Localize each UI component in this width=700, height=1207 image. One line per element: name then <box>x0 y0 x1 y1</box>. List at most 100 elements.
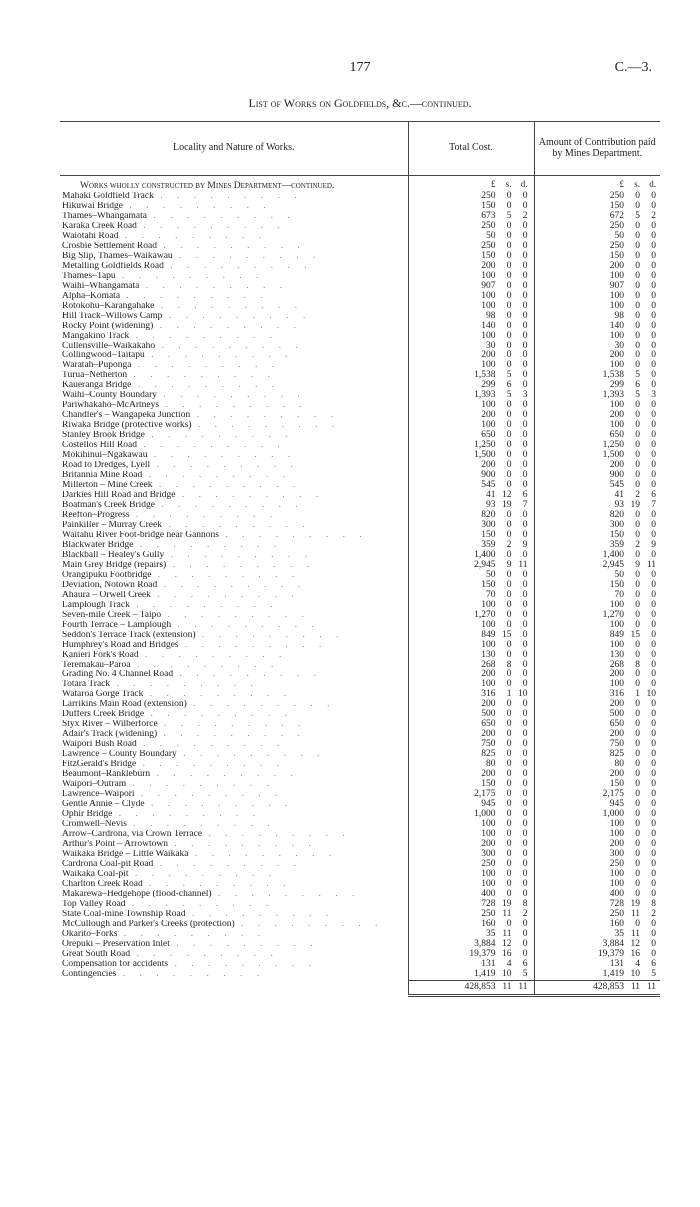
row-contrib: 5000 <box>534 232 660 242</box>
table-row: Riwaka Bridge (protective works) . . . .… <box>60 421 660 431</box>
row-cost: 15000 <box>408 581 534 591</box>
row-cost: 10000 <box>408 302 534 312</box>
row-contrib: 10000 <box>534 272 660 282</box>
row-label: Cardrona Coal-pit Road . . . . . . . . . <box>60 860 408 870</box>
table-row: Waikaka Bridge – Little Waikaka . . . . … <box>60 850 660 860</box>
row-cost: 2,17500 <box>408 790 534 800</box>
row-cost: 15000 <box>408 202 534 212</box>
row-label: Adair's Track (widening) . . . . . . . .… <box>60 730 408 740</box>
row-contrib: 10000 <box>534 401 660 411</box>
row-label: Main Grey Bridge (repairs) . . . . . . .… <box>60 561 408 571</box>
row-contrib: 20000 <box>534 351 660 361</box>
row-cost: 10000 <box>408 421 534 431</box>
table-row: Seddon's Terrace Track (extension) . . .… <box>60 631 660 641</box>
row-label: Waihi–County Boundary . . . . . . . . . <box>60 391 408 401</box>
row-label: Blackball – Healey's Gully . . . . . . .… <box>60 551 408 561</box>
table-row: Waratah–Puponga . . . . . . . . .1000010… <box>60 361 660 371</box>
row-cost: 82000 <box>408 511 534 521</box>
row-label: Waihi–Whangamata . . . . . . . . . <box>60 282 408 292</box>
row-cost: 20000 <box>408 770 534 780</box>
table-row: Wataroa Gorge Track . . . . . . . . .316… <box>60 690 660 700</box>
doc-reference: C.—3. <box>615 60 652 76</box>
row-contrib: 19,379160 <box>534 950 660 960</box>
row-contrib: 250112 <box>534 910 660 920</box>
row-label: Fourth Terrace – Lamplough . . . . . . .… <box>60 621 408 631</box>
row-cost: 10000 <box>408 332 534 342</box>
row-contrib: 35929 <box>534 541 660 551</box>
row-contrib: 10000 <box>534 680 660 690</box>
table-row: Fourth Terrace – Lamplough . . . . . . .… <box>60 621 660 631</box>
row-cost: 1,27000 <box>408 611 534 621</box>
row-cost: 54500 <box>408 481 534 491</box>
row-contrib: 10000 <box>534 880 660 890</box>
table-row: Cardrona Coal-pit Road . . . . . . . . .… <box>60 860 660 870</box>
row-label: Arrow–Cardrona, via Crown Terrace . . . … <box>60 830 408 840</box>
row-cost: 20000 <box>408 730 534 740</box>
row-label: Collingwood–Taitapu . . . . . . . . . <box>60 351 408 361</box>
row-cost: 25000 <box>408 242 534 252</box>
table-row: Charlton Creek Road . . . . . . . . .100… <box>60 880 660 890</box>
row-cost: 10000 <box>408 680 534 690</box>
row-label: Grading No. 4 Channel Road . . . . . . .… <box>60 670 408 680</box>
lsd-header-contrib: £s.d. <box>534 176 660 192</box>
table-row: Waihi–County Boundary . . . . . . . . .1… <box>60 391 660 401</box>
table-row: Crosbie Settlement Road . . . . . . . . … <box>60 242 660 252</box>
row-cost: 1,25000 <box>408 441 534 451</box>
table-row: Kaueranga Bridge . . . . . . . . .299602… <box>60 381 660 391</box>
table-row: Rotokohu–Karangahake . . . . . . . . .10… <box>60 302 660 312</box>
table-row: Alpha–Komata . . . . . . . . .1000010000 <box>60 292 660 302</box>
row-cost: 90000 <box>408 471 534 481</box>
row-contrib: 1,50000 <box>534 451 660 461</box>
row-contrib: 90000 <box>534 471 660 481</box>
row-label: Cromwell–Nevis . . . . . . . . . <box>60 820 408 830</box>
table-row: Lamplough Track . . . . . . . . .1000010… <box>60 601 660 611</box>
table-row: Waipori Bush Road . . . . . . . . .75000… <box>60 740 660 750</box>
row-cost: 10000 <box>408 272 534 282</box>
row-cost: 40000 <box>408 890 534 900</box>
table-row: Top Valley Road . . . . . . . . .7281987… <box>60 900 660 910</box>
row-contrib: 728198 <box>534 900 660 910</box>
row-cost: 316110 <box>408 690 534 700</box>
row-label: Big Slip, Thames–Waikawau . . . . . . . … <box>60 252 408 262</box>
row-label: Ophir Bridge . . . . . . . . . <box>60 810 408 820</box>
row-label: Riwaka Bridge (protective works) . . . .… <box>60 421 408 431</box>
row-contrib: 82500 <box>534 750 660 760</box>
row-contrib: 20000 <box>534 730 660 740</box>
row-label: Contingencies . . . . . . . . . <box>60 970 408 980</box>
row-contrib: 25000 <box>534 860 660 870</box>
row-cost: 728198 <box>408 900 534 910</box>
row-cost: 1,50000 <box>408 451 534 461</box>
row-cost: 65000 <box>408 431 534 441</box>
row-cost: 10000 <box>408 601 534 611</box>
row-cost: 41126 <box>408 491 534 501</box>
row-cost: 13000 <box>408 651 534 661</box>
row-contrib: 1,53850 <box>534 371 660 381</box>
row-cost: 20000 <box>408 700 534 710</box>
row-contrib: 2,945911 <box>534 561 660 571</box>
row-cost: 30000 <box>408 521 534 531</box>
row-cost: 50000 <box>408 710 534 720</box>
row-cost: 16000 <box>408 920 534 930</box>
row-cost: 93197 <box>408 501 534 511</box>
page: C.—3. 177 List of Works on Goldfields, &… <box>0 0 700 1207</box>
row-label: Beaumont–Rankleburn . . . . . . . . . <box>60 770 408 780</box>
row-contrib: 10000 <box>534 820 660 830</box>
row-label: Teremakau–Paroa . . . . . . . . . <box>60 661 408 671</box>
table-row: Road to Dredges, Lyell . . . . . . . . .… <box>60 461 660 471</box>
table-row: Great South Road . . . . . . . . .19,379… <box>60 950 660 960</box>
table-row: Mangakino Track . . . . . . . . .1000010… <box>60 332 660 342</box>
row-contrib: 10000 <box>534 421 660 431</box>
row-contrib: 10000 <box>534 830 660 840</box>
row-cost: 20000 <box>408 411 534 421</box>
row-contrib: 15000 <box>534 531 660 541</box>
table-row: Lawrence – County Boundary . . . . . . .… <box>60 750 660 760</box>
row-contrib: 1,27000 <box>534 611 660 621</box>
table-row: Thames–Tapu . . . . . . . . .1000010000 <box>60 272 660 282</box>
row-cost: 14000 <box>408 322 534 332</box>
row-cost: 1,419105 <box>408 970 534 980</box>
row-cost: 1,00000 <box>408 810 534 820</box>
row-label: Waipori Bush Road . . . . . . . . . <box>60 740 408 750</box>
table-row: Compensation for accidents . . . . . . .… <box>60 960 660 970</box>
table-row: Styx River – Wilberforce . . . . . . . .… <box>60 720 660 730</box>
row-contrib: 7000 <box>534 591 660 601</box>
